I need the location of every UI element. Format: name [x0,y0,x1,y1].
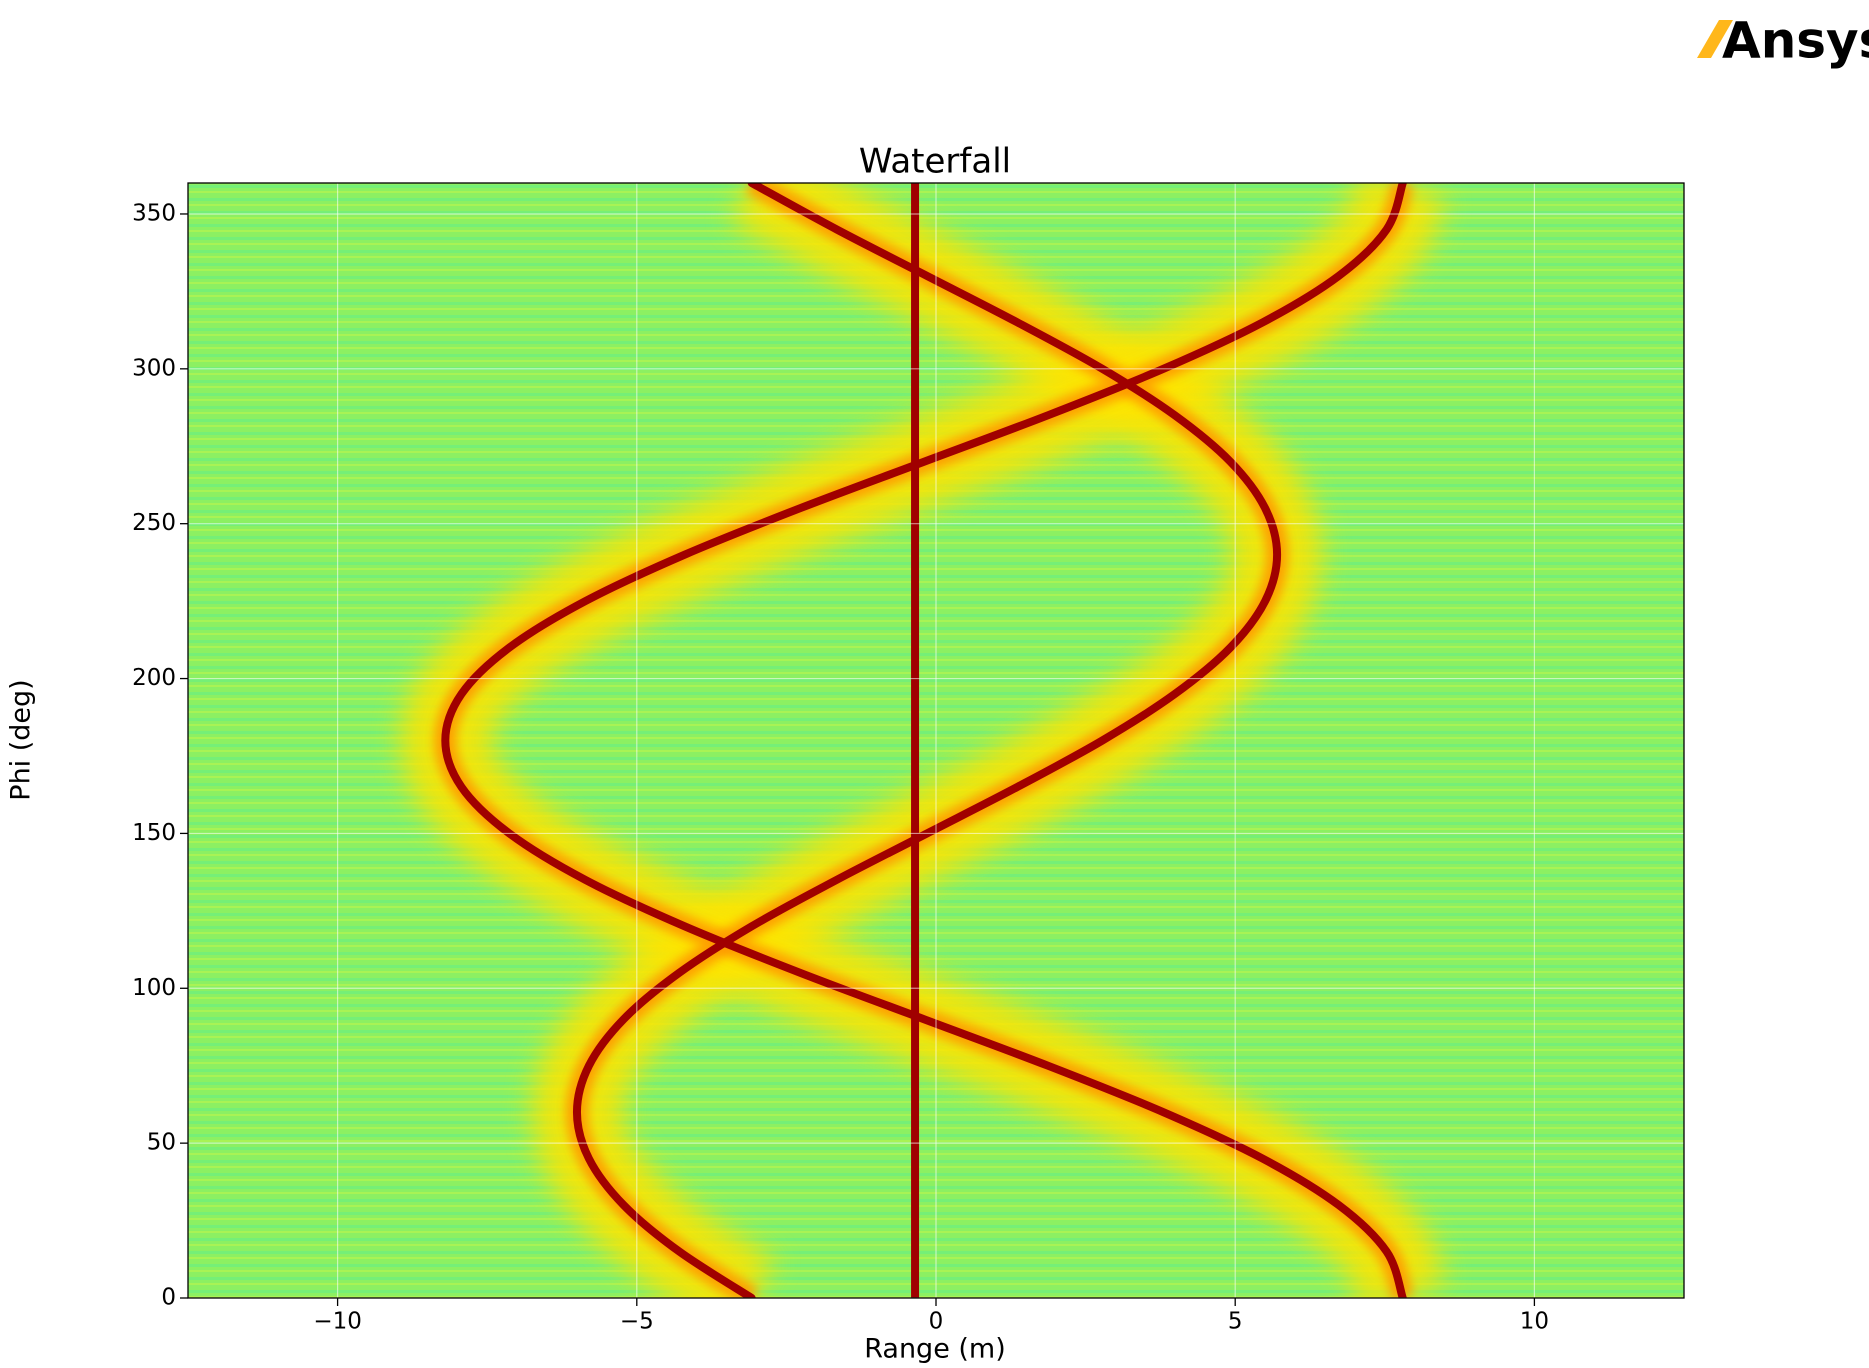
x-axis-label: Range (m) [864,1334,1006,1365]
y-tick-label: 350 [132,200,176,226]
y-tick-label: 150 [132,820,176,846]
y-tick-label: 50 [147,1130,176,1156]
trace-line [441,183,1407,1298]
trace-line [572,183,1282,1298]
y-tick-label: 250 [132,510,176,536]
y-tick-label: 100 [132,975,176,1001]
y-axis-label: Phi (deg) [6,679,37,800]
logo-slash [1697,20,1733,58]
x-tick-label: 10 [1520,1309,1549,1335]
chart-title: Waterfall [859,142,1011,182]
y-tick-label: 200 [132,665,176,691]
y-tick-label: 0 [161,1285,176,1311]
x-tick-label: −5 [620,1309,654,1335]
y-tick-label: 300 [132,355,176,381]
x-tick-label: −10 [313,1309,362,1335]
x-tick-label: 0 [929,1309,944,1335]
plot-frame [187,182,1685,1299]
x-tick-label: 5 [1228,1309,1243,1335]
traces [400,183,1447,1298]
logo: Ansys [1697,12,1869,70]
logo-text: Ansys [1722,12,1869,70]
